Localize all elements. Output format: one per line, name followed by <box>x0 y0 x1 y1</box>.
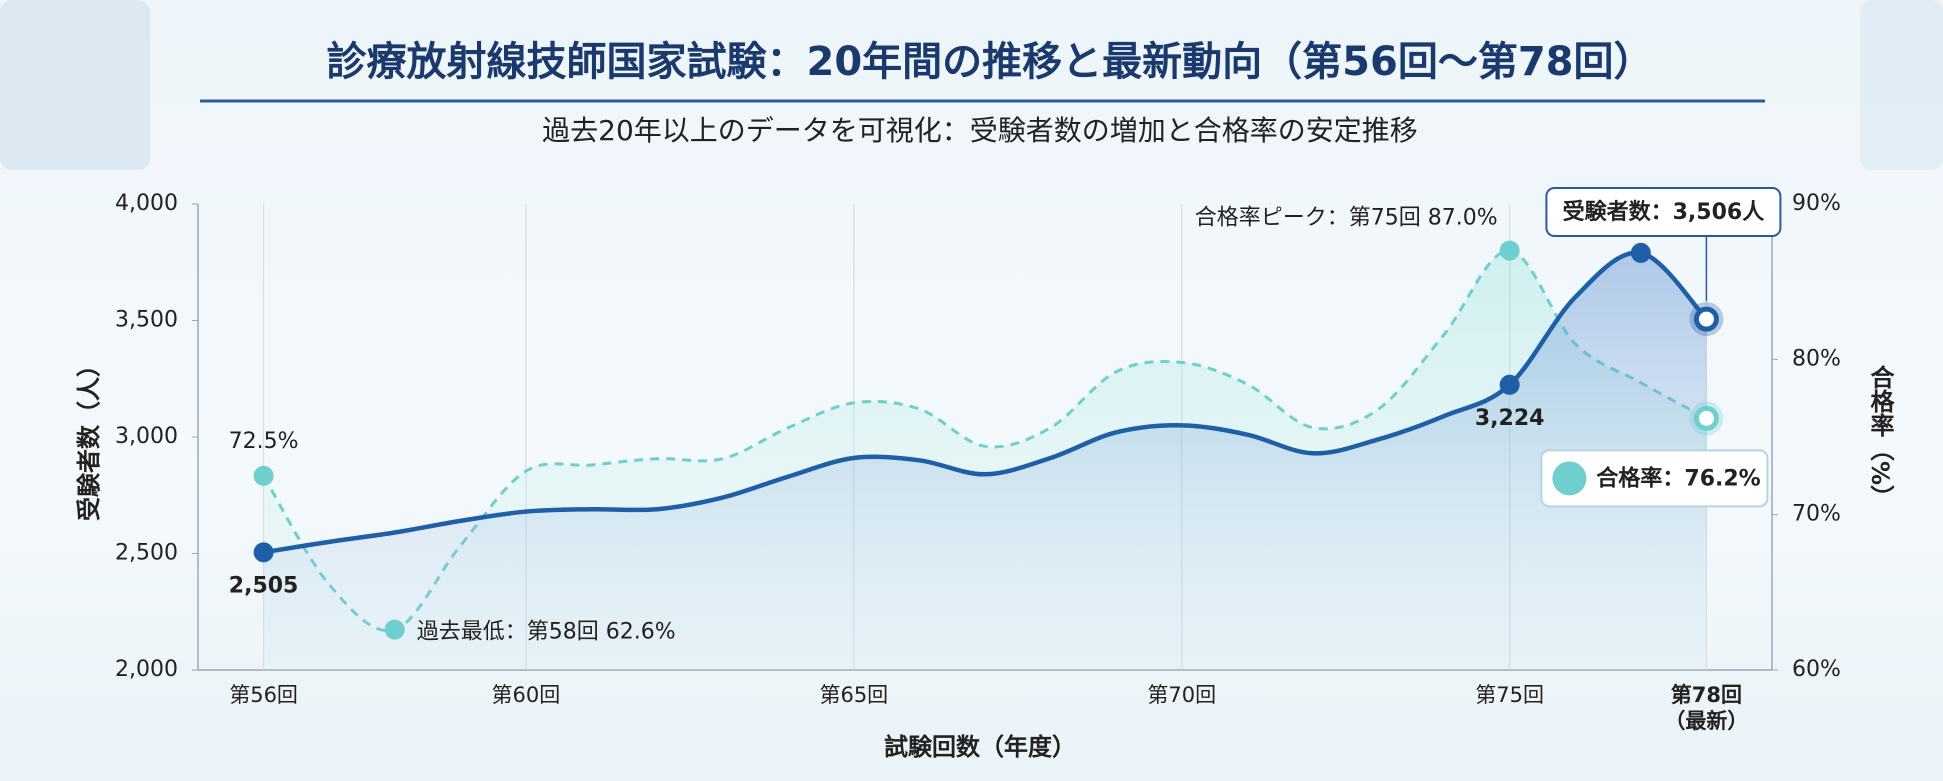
callout: 受験者数：3,506人 <box>1545 187 1782 302</box>
decor-xray <box>0 0 150 170</box>
y-tick-label: 3,000 <box>115 424 178 449</box>
x-axis-title: 試験回数（年度） <box>884 733 1076 761</box>
decor-xray <box>1860 0 1943 170</box>
callout-text: 受験者数：3,506人 <box>1563 199 1765 225</box>
chart-subtitle: 過去20年以上のデータを可視化：受験者数の増加と合格率の安定推移 <box>542 114 1418 147</box>
line <box>263 250 1709 555</box>
x-tick-label: 第60回 <box>491 683 561 707</box>
x-tick-label: 第78回 （最新） <box>1664 683 1749 733</box>
point <box>253 542 274 563</box>
point <box>384 619 405 640</box>
x-tick-label: 第65回 <box>819 683 889 707</box>
annotation: 過去最低：第58回 62.6% <box>417 620 676 645</box>
point <box>1499 374 1520 395</box>
y-tick-label: 3,500 <box>115 308 178 333</box>
callout-text: 合格率：76.2% <box>1596 465 1760 491</box>
annotation: 合格率ピーク：第75回 87.0% <box>1195 206 1498 231</box>
y-tick-label: 2,500 <box>115 541 178 566</box>
y-tick-label: 2,000 <box>115 657 178 682</box>
x-tick-label: 第70回 <box>1147 683 1217 707</box>
y2-tick-label: 60% <box>1792 657 1841 682</box>
x-tick-label: 第75回 <box>1475 683 1545 707</box>
x-tick-label: 第56回 <box>229 683 298 707</box>
y-axis-title: 受験者数（人） <box>75 353 103 521</box>
y2-tick-label: 90% <box>1792 191 1841 216</box>
y2-tick-label: 80% <box>1792 346 1841 371</box>
point <box>1693 405 1719 431</box>
y2-tick-label: 70% <box>1792 502 1841 527</box>
data-label: 72.5% <box>229 429 299 454</box>
y2-axis-title: 合格率（%） <box>1866 364 1894 509</box>
data-label: 3,224 <box>1475 406 1545 431</box>
point <box>1630 242 1651 263</box>
y-tick-label: 4,000 <box>115 191 178 216</box>
point <box>1499 240 1520 261</box>
callout-box <box>1540 449 1769 508</box>
area <box>263 252 1707 670</box>
callout: 合格率：76.2% <box>1540 449 1769 508</box>
callout-box <box>1545 187 1782 237</box>
chart-title: 診療放射線技師国家試験：20年間の推移と最新動向（第56回〜第78回） <box>327 39 1654 85</box>
point <box>1693 306 1719 332</box>
legend-swatch <box>1552 461 1587 496</box>
point <box>253 465 274 486</box>
data-label: 2,505 <box>229 573 299 598</box>
line <box>262 249 1708 633</box>
